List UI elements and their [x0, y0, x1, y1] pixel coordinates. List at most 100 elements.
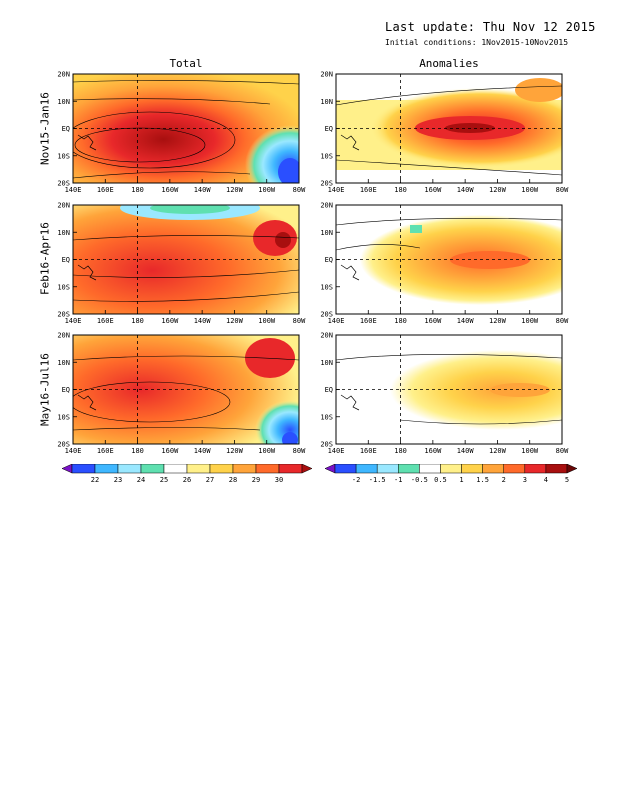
lat-tick-label: 10N — [320, 359, 333, 367]
lat-tick-label: 10S — [320, 152, 333, 160]
lon-tick-label: 120W — [489, 317, 507, 325]
lon-tick-label: 120W — [489, 447, 507, 455]
lon-tick-label: 120W — [226, 447, 244, 455]
colorbar-label: 27 — [206, 476, 214, 484]
lon-tick-label: 180 — [131, 317, 144, 325]
lon-tick-label: 160E — [97, 447, 114, 455]
lat-tick-label: 10N — [57, 229, 70, 237]
colorbar-label: -2 — [352, 476, 360, 484]
total-panel-3 — [73, 335, 299, 444]
colorbar-swatch — [545, 464, 568, 474]
lon-tick-label: 160W — [161, 317, 179, 325]
lon-tick-label: 100W — [521, 186, 539, 194]
lon-tick-label: 160E — [97, 186, 114, 194]
lon-tick-label: 140W — [457, 186, 475, 194]
lat-tick-label: EQ — [62, 256, 70, 264]
lat-tick-label: 20N — [320, 332, 333, 340]
lat-tick-label: 20N — [57, 71, 70, 79]
colorbar-swatch — [255, 464, 280, 474]
lat-tick-label: 10N — [320, 98, 333, 106]
colorbar-label: 28 — [229, 476, 237, 484]
lat-tick-label: 20S — [320, 441, 333, 449]
colorbar-swatch — [209, 464, 234, 474]
lon-tick-label: 140E — [65, 317, 82, 325]
lon-tick-label: 140E — [328, 447, 345, 455]
lat-tick-label: 10S — [320, 413, 333, 421]
lon-tick-label: 180 — [131, 186, 144, 194]
colorbar-swatch — [186, 464, 211, 474]
lon-tick-label: 180 — [394, 317, 407, 325]
colorbar-label: -1.5 — [369, 476, 386, 484]
lon-tick-label: 120W — [489, 186, 507, 194]
lon-tick-label: 160W — [161, 186, 179, 194]
last-update-text: Last update: Thu Nov 12 2015 — [385, 20, 596, 34]
colorbar-label: 1 — [459, 476, 463, 484]
colorbar-label: 2 — [502, 476, 506, 484]
lon-tick-label: 80W — [556, 447, 569, 455]
lon-tick-label: 140W — [194, 317, 212, 325]
lon-tick-label: 80W — [293, 447, 306, 455]
colorbar-label: 3 — [523, 476, 527, 484]
total-colorbar: 22 23 24 25 26 27 28 29 30 — [62, 464, 312, 484]
lon-tick-label: 140E — [328, 317, 345, 325]
colorbar-label: 4 — [544, 476, 548, 484]
lat-tick-label: 20N — [57, 202, 70, 210]
colorbar-label: 22 — [91, 476, 99, 484]
colorbar-swatch — [355, 464, 378, 474]
lon-tick-label: 100W — [258, 317, 276, 325]
colorbar-swatch — [376, 464, 399, 474]
lon-tick-label: 80W — [556, 317, 569, 325]
lat-tick-label: 10N — [57, 98, 70, 106]
lon-tick-label: 140W — [194, 447, 212, 455]
colorbar-swatch — [278, 464, 303, 474]
initial-conditions-text: Initial conditions: 1Nov2015-10Nov2015 — [385, 38, 569, 47]
colorbar-label: 24 — [137, 476, 145, 484]
colorbar-swatch — [503, 464, 526, 474]
colorbar-label: 5 — [565, 476, 569, 484]
lon-tick-label: 160E — [97, 317, 114, 325]
lat-tick-label: 10S — [57, 413, 70, 421]
colorbar-label: 23 — [114, 476, 122, 484]
lat-tick-label: 10S — [320, 283, 333, 291]
lat-tick-label: 10S — [57, 152, 70, 160]
colorbar-swatch — [94, 464, 119, 474]
lon-tick-label: 140W — [194, 186, 212, 194]
colorbar-swatch — [301, 464, 312, 474]
colorbar-swatch — [117, 464, 142, 474]
lon-tick-label: 180 — [394, 186, 407, 194]
lon-tick-label: 80W — [556, 186, 569, 194]
colorbar-label: 1.5 — [476, 476, 489, 484]
lon-tick-label: 100W — [258, 186, 276, 194]
lon-tick-label: 160W — [424, 317, 442, 325]
lon-tick-label: 140W — [457, 447, 475, 455]
colorbar-label: 30 — [275, 476, 283, 484]
lon-tick-label: 100W — [258, 447, 276, 455]
lon-tick-label: 160E — [360, 447, 377, 455]
lat-tick-label: 20N — [320, 71, 333, 79]
lon-tick-label: 160E — [360, 317, 377, 325]
lon-tick-label: 140E — [328, 186, 345, 194]
colorbar-swatch — [325, 464, 336, 474]
colorbar-label: -1 — [394, 476, 402, 484]
lat-tick-label: 20N — [57, 332, 70, 340]
colorbar-swatch — [440, 464, 462, 474]
lon-tick-label: 80W — [293, 186, 306, 194]
lon-tick-label: 120W — [226, 186, 244, 194]
lon-tick-label: 100W — [521, 317, 539, 325]
lat-tick-label: 20S — [320, 311, 333, 319]
lat-tick-label: EQ — [62, 125, 70, 133]
colorbar-swatch — [71, 464, 96, 474]
lon-tick-label: 180 — [131, 447, 144, 455]
colorbar-swatch — [398, 464, 420, 474]
total-panel-2 — [73, 205, 299, 314]
lat-tick-label: EQ — [325, 386, 333, 394]
colorbar-swatch — [419, 464, 441, 474]
column-title-anomalies: Anomalies — [419, 57, 479, 70]
lon-tick-label: 140E — [65, 447, 82, 455]
map-panels: 140E 160E 180 160W 140W 120W 100W 80W 20N 10N EQ 10… — [57, 71, 569, 456]
lat-tick-label: 10N — [320, 229, 333, 237]
lon-tick-label: 80W — [293, 317, 306, 325]
lat-tick-label: 20S — [57, 441, 70, 449]
lat-tick-label: 20S — [57, 180, 70, 188]
colorbar-label: 26 — [183, 476, 191, 484]
